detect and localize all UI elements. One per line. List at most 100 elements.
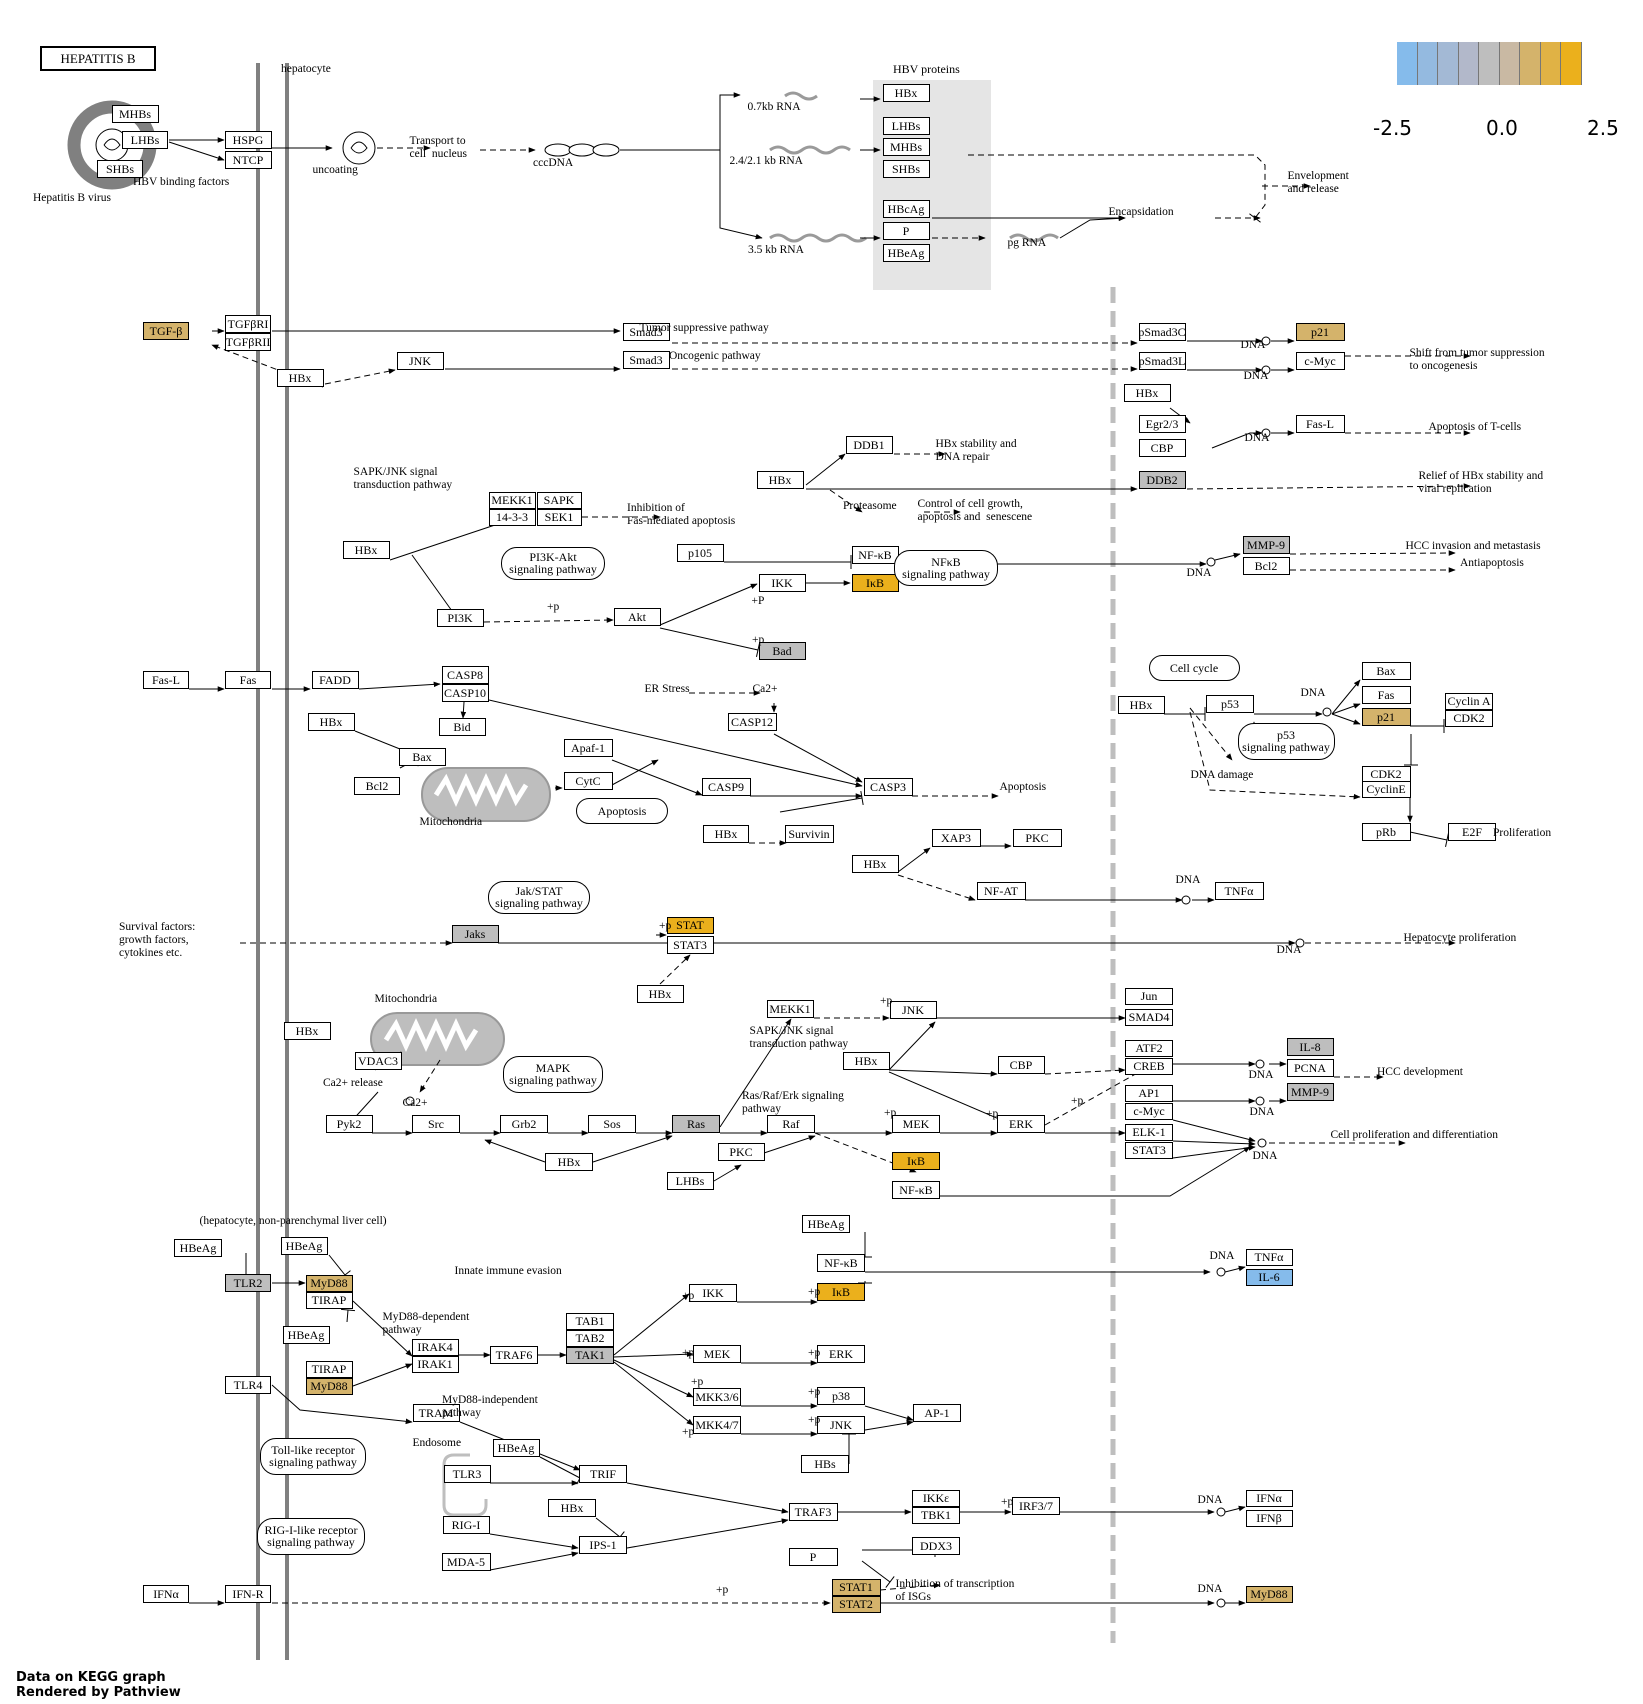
gene-node-traf3[interactable]: TRAF3 <box>788 1503 838 1521</box>
gene-node-hspg[interactable]: HSPG <box>224 131 272 149</box>
gene-node-myd88[interactable]: MyD88 <box>305 1274 353 1292</box>
gene-node-bad[interactable]: Bad <box>758 642 806 660</box>
gene-node-fadd[interactable]: FADD <box>311 671 359 689</box>
gene-node-ddx3[interactable]: DDX3 <box>912 1537 960 1555</box>
gene-node-hbx[interactable]: HBx <box>276 369 324 387</box>
gene-node-pcna[interactable]: PCNA <box>1286 1059 1334 1077</box>
pathway-link-toll[interactable]: Toll-like receptor signaling pathway <box>260 1437 366 1475</box>
gene-node-creb[interactable]: CREB <box>1125 1057 1173 1075</box>
gene-node-smad4[interactable]: SMAD4 <box>1125 1008 1173 1026</box>
gene-node-mek[interactable]: MEK <box>892 1115 940 1133</box>
gene-node-mmp-9[interactable]: MMP-9 <box>1242 536 1290 554</box>
gene-node-stat2[interactable]: STAT2 <box>831 1595 881 1613</box>
gene-node-casp10[interactable]: CASP10 <box>441 684 489 702</box>
gene-node-bax[interactable]: Bax <box>398 748 446 766</box>
gene-node-tab1[interactable]: TAB1 <box>566 1312 614 1330</box>
gene-node-nf-b[interactable]: NF-κB <box>851 546 899 564</box>
gene-node-shbs[interactable]: SHBs <box>97 160 143 178</box>
gene-node-hbx[interactable]: HBx <box>636 985 684 1003</box>
gene-node-nf-b[interactable]: NF-κB <box>817 1254 865 1272</box>
gene-node-bcl2[interactable]: Bcl2 <box>354 777 400 795</box>
gene-node-p21[interactable]: p21 <box>1295 323 1345 341</box>
gene-node-ifn-[interactable]: IFNα <box>1245 1489 1293 1507</box>
gene-node-jnk[interactable]: JNK <box>817 1416 865 1434</box>
gene-node-casp12[interactable]: CASP12 <box>727 713 777 731</box>
gene-node-myd88[interactable]: MyD88 <box>305 1377 353 1395</box>
gene-node-cyclin-a[interactable]: Cyclin A <box>1445 692 1493 710</box>
gene-node-ras[interactable]: Ras <box>672 1115 720 1133</box>
gene-node-lhbs[interactable]: LHBs <box>666 1172 714 1190</box>
gene-node-mkk3-6[interactable]: MKK3/6 <box>693 1388 741 1406</box>
pathway-link-pi3k[interactable]: PI3K-Akt signaling pathway <box>501 546 605 580</box>
gene-node-hbx[interactable]: HBx <box>1123 384 1171 402</box>
gene-node-ips-1[interactable]: IPS-1 <box>579 1536 627 1554</box>
gene-node-smad3[interactable]: Smad3 <box>622 351 670 369</box>
gene-node-tab2[interactable]: TAB2 <box>566 1329 614 1347</box>
gene-node-xap3[interactable]: XAP3 <box>931 829 981 847</box>
gene-node-mhbs[interactable]: MHBs <box>882 138 930 156</box>
gene-node-akt[interactable]: Akt <box>613 608 661 626</box>
gene-node-pkc[interactable]: PKC <box>1012 829 1062 847</box>
pathway-link-nfkb[interactable]: NFκB signaling pathway <box>894 550 998 586</box>
gene-node-raf[interactable]: Raf <box>767 1115 815 1133</box>
gene-node-cdk2[interactable]: CDK2 <box>1445 709 1493 727</box>
gene-node-ap1[interactable]: AP1 <box>1125 1084 1173 1102</box>
gene-node-mda-5[interactable]: MDA-5 <box>441 1553 491 1571</box>
gene-node-hbx[interactable]: HBx <box>882 84 930 102</box>
gene-node-nf-at[interactable]: NF-AT <box>976 882 1026 900</box>
gene-node-lhbs[interactable]: LHBs <box>122 131 168 149</box>
pathway-link-mapk[interactable]: MAPK signaling pathway <box>503 1055 603 1093</box>
gene-node-sos[interactable]: Sos <box>588 1115 636 1133</box>
pathway-link-cellcycle[interactable]: Cell cycle <box>1148 655 1240 681</box>
gene-node-myd88[interactable]: MyD88 <box>1245 1585 1293 1603</box>
gene-node-irak4[interactable]: IRAK4 <box>411 1338 459 1356</box>
gene-node-hbx[interactable]: HBx <box>1117 696 1165 714</box>
pathway-link-jakstat[interactable]: Jak/STAT signaling pathway <box>488 880 590 914</box>
gene-node-hbeag[interactable]: HBeAg <box>174 1239 222 1257</box>
gene-node-tgf-rii[interactable]: TGFβRII <box>225 333 271 351</box>
gene-node-stat1[interactable]: STAT1 <box>831 1578 881 1596</box>
gene-node-p38[interactable]: p38 <box>817 1387 865 1405</box>
gene-node-14-3-3[interactable]: 14-3-3 <box>488 508 536 526</box>
gene-node-sapk[interactable]: SAPK <box>536 491 582 509</box>
gene-node-ifn-r[interactable]: IFN-R <box>225 1585 271 1603</box>
gene-node-tnf-[interactable]: TNFα <box>1214 882 1264 900</box>
gene-node-i-b[interactable]: IκB <box>851 574 899 592</box>
gene-node-il-6[interactable]: IL-6 <box>1245 1268 1293 1286</box>
gene-node-hbs[interactable]: HBs <box>801 1455 849 1473</box>
gene-node-apaf-1[interactable]: Apaf-1 <box>563 739 613 757</box>
gene-node-tbk1[interactable]: TBK1 <box>912 1506 960 1524</box>
gene-node-cbp[interactable]: CBP <box>997 1056 1045 1074</box>
gene-node-vdac3[interactable]: VDAC3 <box>354 1052 402 1070</box>
gene-node-mmp-9[interactable]: MMP-9 <box>1286 1083 1334 1101</box>
gene-node-erk[interactable]: ERK <box>997 1115 1045 1133</box>
gene-node-cbp[interactable]: CBP <box>1138 439 1186 457</box>
gene-node-stat[interactable]: STAT <box>666 916 714 934</box>
gene-node-hbx[interactable]: HBx <box>703 825 749 843</box>
gene-node-tnf-[interactable]: TNFα <box>1245 1248 1293 1266</box>
gene-node-tlr3[interactable]: TLR3 <box>443 1465 491 1483</box>
gene-node-fas[interactable]: Fas <box>1361 686 1411 704</box>
gene-node-bax[interactable]: Bax <box>1361 662 1411 680</box>
gene-node-c-myc[interactable]: c-Myc <box>1295 352 1345 370</box>
gene-node-il-8[interactable]: IL-8 <box>1286 1038 1334 1056</box>
gene-node-bid[interactable]: Bid <box>438 718 486 736</box>
gene-node-atf2[interactable]: ATF2 <box>1125 1039 1173 1057</box>
gene-node-psmad3c[interactable]: pSmad3C <box>1138 323 1186 341</box>
gene-node-ikk[interactable]: IKK <box>758 574 806 592</box>
gene-node-ifn-[interactable]: IFNα <box>143 1585 189 1603</box>
gene-node-hbx[interactable]: HBx <box>307 713 355 731</box>
gene-node-survivin[interactable]: Survivin <box>784 825 834 843</box>
gene-node-mek[interactable]: MEK <box>693 1345 741 1363</box>
gene-node-fas-l[interactable]: Fas-L <box>143 671 189 689</box>
gene-node-tirap[interactable]: TIRAP <box>305 1291 353 1309</box>
gene-node-hbx[interactable]: HBx <box>548 1499 596 1517</box>
gene-node-traf6[interactable]: TRAF6 <box>490 1346 538 1364</box>
gene-node-stat3[interactable]: STAT3 <box>666 936 714 954</box>
gene-node-mekk1[interactable]: MEKK1 <box>488 491 536 509</box>
gene-node-tram[interactable]: TRAM <box>412 1404 460 1422</box>
gene-node-hbx[interactable]: HBx <box>842 1052 890 1070</box>
gene-node-nf-b[interactable]: NF-κB <box>892 1181 940 1199</box>
gene-node-tlr2[interactable]: TLR2 <box>225 1274 271 1292</box>
gene-node-smad3[interactable]: Smad3 <box>622 323 670 341</box>
